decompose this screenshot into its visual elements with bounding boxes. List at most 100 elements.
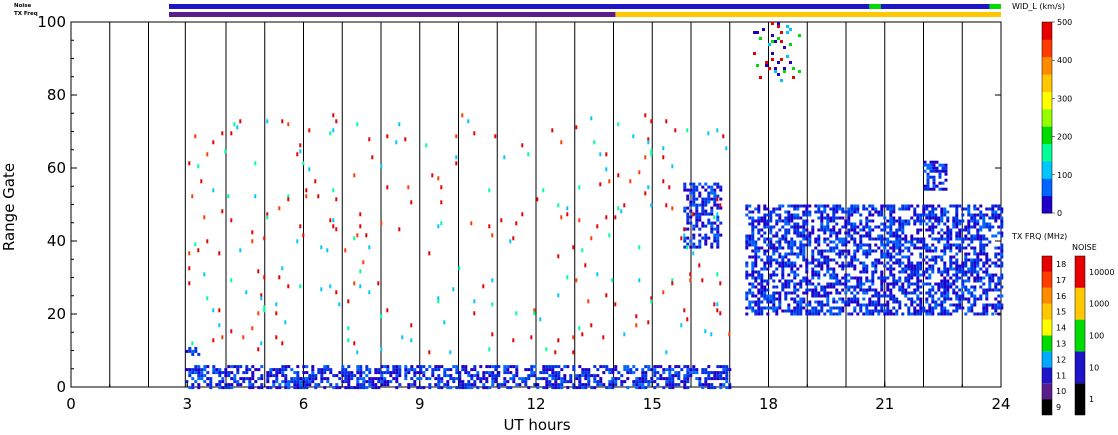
echo-cell bbox=[239, 119, 242, 124]
echo-cell bbox=[781, 264, 785, 268]
echo-cell bbox=[778, 255, 782, 259]
echo-cell bbox=[765, 61, 768, 64]
echo-cell bbox=[778, 216, 782, 220]
echo-cell bbox=[934, 249, 938, 253]
echo-cell bbox=[796, 228, 800, 232]
echo-cell bbox=[935, 169, 939, 173]
echo-cell bbox=[707, 365, 711, 369]
wid-colorbar-label: 100 bbox=[1057, 171, 1072, 180]
echo-cell bbox=[317, 368, 321, 372]
echo-cell bbox=[931, 288, 935, 292]
echo-cell bbox=[206, 383, 210, 387]
echo-cell bbox=[578, 377, 582, 381]
echo-cell bbox=[994, 213, 998, 217]
echo-cell bbox=[380, 383, 384, 387]
echo-cell bbox=[979, 204, 983, 208]
echo-cell bbox=[997, 246, 1001, 250]
echo-cell bbox=[994, 306, 998, 310]
echo-cell bbox=[503, 380, 507, 384]
echo-cell bbox=[928, 204, 932, 208]
echo-cell bbox=[596, 374, 600, 378]
echo-cell bbox=[913, 207, 917, 211]
echo-cell bbox=[985, 258, 989, 262]
echo-cell bbox=[790, 219, 794, 223]
echo-cell bbox=[659, 377, 663, 381]
echo-cell bbox=[892, 285, 896, 289]
echo-cell bbox=[829, 234, 833, 238]
echo-cell bbox=[701, 386, 705, 390]
echo-cell bbox=[874, 243, 878, 247]
echo-cell bbox=[287, 122, 290, 127]
echo-cell bbox=[623, 368, 627, 372]
echo-cell bbox=[473, 131, 476, 136]
echo-cell bbox=[581, 383, 585, 387]
echo-cell bbox=[793, 207, 797, 211]
echo-cell bbox=[305, 371, 309, 375]
echo-cell bbox=[862, 261, 866, 265]
echo-cell bbox=[491, 302, 494, 307]
echo-cell bbox=[926, 172, 930, 176]
echo-cell bbox=[904, 234, 908, 238]
echo-cell bbox=[305, 380, 309, 384]
echo-cell bbox=[745, 240, 749, 244]
echo-cell bbox=[527, 152, 530, 157]
echo-cell bbox=[796, 309, 800, 313]
echo-cell bbox=[545, 365, 549, 369]
echo-cell bbox=[850, 207, 854, 211]
echo-cell bbox=[973, 276, 977, 280]
echo-cell bbox=[958, 249, 962, 253]
echo-cell bbox=[768, 67, 771, 70]
echo-cell bbox=[713, 200, 717, 204]
echo-cell bbox=[716, 128, 719, 133]
echo-cell bbox=[775, 222, 779, 226]
echo-cell bbox=[320, 374, 324, 378]
echo-cell bbox=[314, 374, 318, 378]
wid-colorbar-step bbox=[1042, 126, 1052, 145]
echo-cell bbox=[713, 215, 716, 220]
echo-cell bbox=[868, 237, 872, 241]
echo-cell bbox=[203, 272, 206, 277]
echo-cell bbox=[994, 273, 998, 277]
echo-cell bbox=[982, 282, 986, 286]
echo-cell bbox=[928, 216, 932, 220]
echo-cell bbox=[215, 368, 219, 372]
echo-cell bbox=[677, 371, 681, 375]
echo-cell bbox=[221, 386, 225, 390]
echo-cell bbox=[754, 246, 758, 250]
echo-cell bbox=[766, 294, 770, 298]
echo-cell bbox=[886, 261, 890, 265]
echo-cell bbox=[671, 281, 674, 286]
echo-cell bbox=[275, 311, 278, 316]
echo-cell bbox=[853, 249, 857, 253]
echo-cell bbox=[710, 383, 714, 387]
echo-cell bbox=[698, 233, 702, 237]
echo-cell bbox=[926, 163, 930, 167]
echo-cell bbox=[383, 383, 387, 387]
wid-colorbar-frame bbox=[1041, 21, 1053, 214]
echo-cell bbox=[772, 294, 776, 298]
echo-cell bbox=[940, 234, 944, 238]
echo-cell bbox=[689, 371, 693, 375]
echo-cell bbox=[817, 264, 821, 268]
echo-cell bbox=[955, 207, 959, 211]
echo-cell bbox=[365, 233, 368, 238]
echo-cell bbox=[964, 261, 968, 265]
echo-cell bbox=[455, 371, 459, 375]
echo-cell bbox=[458, 266, 461, 271]
echo-cell bbox=[892, 240, 896, 244]
echo-cell bbox=[221, 380, 225, 384]
echo-cell bbox=[898, 237, 902, 241]
echo-cell bbox=[973, 252, 977, 256]
echo-cell bbox=[823, 231, 827, 235]
echo-cell bbox=[796, 273, 800, 277]
echo-cell bbox=[916, 270, 920, 274]
echo-cell bbox=[932, 169, 936, 173]
echo-cell bbox=[913, 264, 917, 268]
echo-cell bbox=[716, 197, 719, 202]
echo-cell bbox=[320, 368, 324, 372]
echo-cell bbox=[512, 374, 516, 378]
echo-cell bbox=[569, 377, 573, 381]
echo-cell bbox=[551, 128, 554, 133]
echo-cell bbox=[745, 213, 749, 217]
echo-cell bbox=[895, 234, 899, 238]
